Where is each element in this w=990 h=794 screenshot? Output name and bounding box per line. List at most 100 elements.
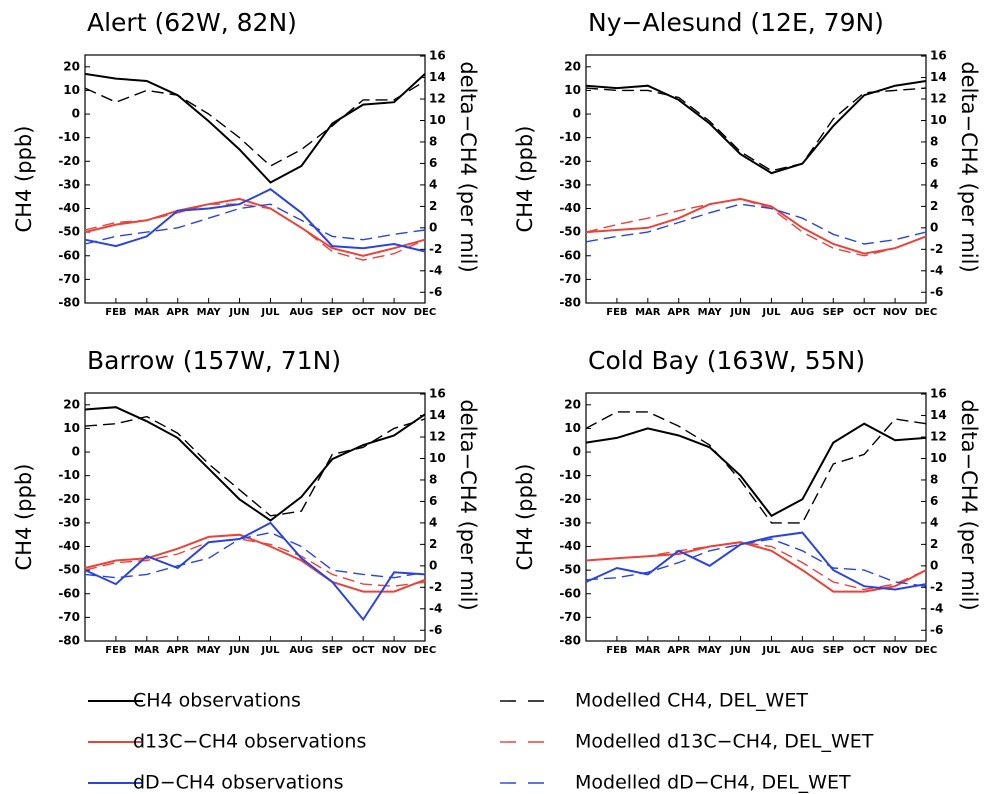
x-tick-label: OCT	[352, 645, 375, 656]
panel: Alert (62W, 82N) CH4 (ppb) delta−CH4 (per …	[12, 8, 480, 318]
x-tick-label: JUN	[228, 645, 249, 656]
data-line	[585, 541, 927, 593]
legend: CH4 observations Modelled CH4, DEL_WET d13…	[88, 690, 874, 794]
x-tick-label: AUG	[289, 307, 313, 318]
y2-tick-label: 12	[429, 92, 446, 106]
x-tick-label: OCT	[352, 307, 375, 318]
data-line	[84, 203, 426, 245]
data-line	[585, 541, 927, 591]
y2-tick-label: 8	[930, 472, 938, 486]
y2-axis-label: delta−CH4 (per mil)	[456, 399, 480, 610]
x-tick-label: FEB	[606, 307, 627, 318]
y2-tick-label: 6	[429, 494, 437, 508]
data-line	[84, 415, 426, 517]
data-line	[585, 422, 927, 518]
legend-label: Modelled d13C−CH4, DEL_WET	[575, 731, 874, 753]
y-axis-label: CH4 (ppb)	[12, 126, 36, 233]
x-tick-label: MAY	[197, 307, 222, 318]
legend-label: dD−CH4 observations	[133, 772, 344, 794]
y-tick-label: 0	[573, 107, 581, 121]
panel-title: Alert (62W, 82N)	[87, 8, 297, 37]
y-tick-label: 20	[63, 59, 80, 73]
data-line	[585, 531, 927, 591]
y-tick-label: -80	[58, 634, 80, 648]
y-tick-label: -20	[58, 154, 80, 168]
x-tick-label: FEB	[105, 307, 126, 318]
x-tick-label: AUG	[289, 645, 313, 656]
y-axis-label: CH4 (ppb)	[12, 464, 36, 571]
y-tick-label: -70	[58, 610, 80, 624]
data-line	[84, 521, 426, 622]
y2-tick-label: -2	[429, 242, 442, 256]
x-tick-label: OCT	[853, 307, 876, 318]
x-tick-label: DEC	[915, 307, 937, 318]
y2-tick-label: 14	[930, 408, 947, 422]
y2-tick-label: 4	[930, 177, 938, 191]
y-tick-label: -40	[559, 201, 581, 215]
y2-tick-label: 8	[429, 134, 437, 148]
plot-frame	[585, 54, 927, 304]
y-tick-label: -60	[559, 248, 581, 262]
y-tick-label: 20	[564, 397, 581, 411]
y-tick-label: 20	[63, 397, 80, 411]
y2-axis-label: delta−CH4 (per mil)	[957, 399, 981, 610]
y-tick-label: -60	[58, 248, 80, 262]
data-line	[585, 411, 927, 524]
y-tick-label: -30	[58, 177, 80, 191]
y2-tick-label: 0	[429, 558, 437, 572]
y2-tick-label: -4	[429, 263, 442, 277]
y-tick-label: -10	[559, 468, 581, 482]
y2-tick-label: 2	[429, 537, 437, 551]
y-tick-label: -80	[559, 634, 581, 648]
y-tick-label: -60	[58, 586, 80, 600]
y2-tick-label: -2	[930, 242, 943, 256]
data-line	[84, 188, 426, 253]
data-line	[585, 203, 927, 245]
y-axis-label: CH4 (ppb)	[513, 464, 537, 571]
y-tick-label: 10	[564, 83, 581, 97]
x-tick-label: JUL	[761, 645, 781, 656]
y-tick-label: -30	[559, 177, 581, 191]
data-line	[585, 538, 927, 587]
y2-tick-label: 14	[930, 70, 947, 84]
y-tick-label: -80	[559, 296, 581, 310]
y-tick-label: -10	[559, 130, 581, 144]
y-tick-label: -60	[559, 586, 581, 600]
plot-frame	[84, 392, 426, 642]
data-line	[84, 80, 426, 167]
x-tick-label: MAR	[635, 645, 661, 656]
x-tick-label: JUL	[260, 645, 280, 656]
x-tick-label: DEC	[915, 645, 937, 656]
y2-tick-label: -6	[930, 285, 943, 299]
legend-label: CH4 observations	[133, 690, 301, 712]
panel-title: Ny−Alesund (12E, 79N)	[588, 8, 884, 37]
y2-tick-label: -4	[930, 601, 943, 615]
y-tick-label: -30	[559, 515, 581, 529]
x-tick-label: DEC	[414, 645, 436, 656]
panel-title: Cold Bay (163W, 55N)	[588, 346, 865, 375]
x-tick-label: APR	[667, 307, 690, 318]
legend-label: Modelled CH4, DEL_WET	[575, 690, 808, 712]
y-tick-label: 0	[573, 445, 581, 459]
x-tick-label: OCT	[853, 645, 876, 656]
y-tick-label: -20	[559, 154, 581, 168]
x-tick-label: JUL	[260, 307, 280, 318]
x-tick-label: JUN	[729, 307, 750, 318]
data-line	[585, 198, 927, 257]
y2-tick-label: 6	[429, 156, 437, 170]
y2-tick-label: 10	[930, 451, 947, 465]
data-line	[84, 533, 426, 593]
y2-tick-label: 14	[429, 408, 446, 422]
y-tick-label: -40	[559, 539, 581, 553]
x-tick-label: SEP	[322, 645, 343, 656]
x-tick-label: SEP	[823, 307, 844, 318]
x-tick-label: MAY	[197, 645, 222, 656]
x-tick-label: MAR	[635, 307, 661, 318]
y2-tick-label: -2	[429, 580, 442, 594]
y2-tick-label: 0	[930, 220, 938, 234]
data-line	[84, 406, 426, 522]
y2-tick-label: 0	[429, 220, 437, 234]
x-tick-label: AUG	[790, 307, 814, 318]
y2-tick-label: -6	[930, 623, 943, 637]
data-line	[585, 80, 927, 175]
